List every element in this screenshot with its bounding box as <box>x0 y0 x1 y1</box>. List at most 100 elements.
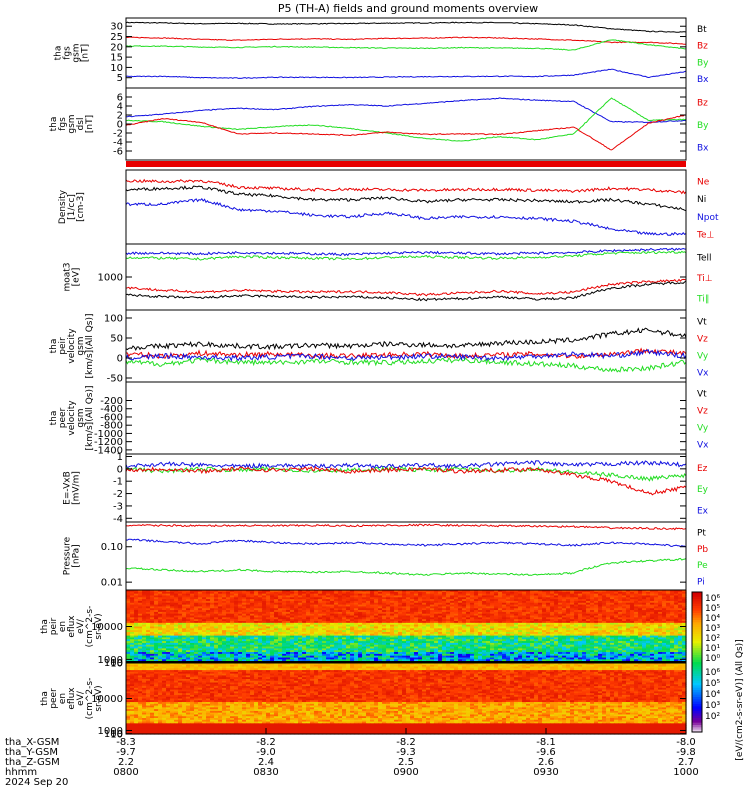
fgs_dsl-ytick-label: -6 <box>113 147 123 158</box>
efield-legend-2: Ex <box>697 506 709 516</box>
fgs_dsl-ylabel-line: fgs <box>58 117 68 131</box>
peer_velocity-ytick-label: -1400 <box>94 445 123 456</box>
panel-peer_velocity: -1400-1200-1000-800-600-400-200 tha peer ve… <box>49 381 709 456</box>
density-series-ne <box>125 178 687 195</box>
peer_eflux-ylabel-line: tha <box>40 691 50 706</box>
density-frame <box>125 169 687 245</box>
x-row-value: -9.3 <box>396 747 416 758</box>
colorbar-tick-label: 10⁴ <box>705 614 720 624</box>
density-ylabel-line: [1/cc] <box>67 194 77 220</box>
x-row-label: tha_Z-GSM <box>5 757 60 768</box>
fgs_dsl-ylabel-line: tha <box>49 117 59 132</box>
peir_velocity-series-vx <box>125 349 687 362</box>
fgs_gsm-series-bz <box>125 36 687 45</box>
peer_eflux-ytick-label: 10000 <box>91 694 123 705</box>
peer_velocity-ytick-label: -400 <box>100 404 123 415</box>
x-row-value: -8.3 <box>116 737 136 748</box>
colorbar-tick-label-lower: 10⁶ <box>705 668 720 678</box>
peir_velocity-ylabel-line: velocity <box>67 328 77 364</box>
fgs_dsl-ytick-label: 0 <box>117 120 123 131</box>
peir_velocity-legend-1: Vz <box>697 334 708 344</box>
fgs_gsm-series-bt <box>125 21 687 33</box>
fgs_dsl-frame <box>125 87 687 161</box>
fgs_gsm-ylabel-line: fgs <box>63 46 73 60</box>
peer_velocity-legend-2: Vy <box>697 424 709 434</box>
peer_velocity-ylabel-line: [km/s](All Qs)] <box>85 385 95 450</box>
x-row-value: -8.2 <box>396 737 416 748</box>
fgs_dsl-legend-1: By <box>697 121 709 131</box>
pressure-ylabel-line: [nPa] <box>72 544 82 567</box>
x-date-label: 2024 Sep 20 <box>5 777 68 788</box>
peir_eflux-ylabel-line: eV/ <box>76 618 86 634</box>
peir_velocity-series-vy <box>125 356 687 373</box>
fgs_dsl-ytick-label: 6 <box>117 93 123 104</box>
density-ylabel-line: [cm-3] <box>76 192 86 222</box>
x-row-value: 2.5 <box>398 757 414 768</box>
x-row-value: 0900 <box>393 767 418 778</box>
peir_eflux-ylabel-line: en <box>58 621 68 632</box>
colorbar-tick-label-lower: 10³ <box>705 701 720 711</box>
x-row-value: -9.6 <box>536 747 556 758</box>
peer_velocity-legend-3: Vx <box>697 441 709 451</box>
density-legend-2: Npot <box>697 213 719 223</box>
density-legend-3: Te⊥ <box>696 230 715 240</box>
peer_eflux-ylabel-line: sr-eV) <box>94 685 104 711</box>
x-row-value: 1000 <box>673 767 698 778</box>
peer_eflux-ylabel-line: en <box>58 693 68 704</box>
density-series-npot <box>125 198 687 236</box>
x-row-value: 0800 <box>113 767 138 778</box>
colorbar-tick-label-lower: 10⁵ <box>705 679 720 689</box>
peer_velocity-ytick-label: -200 <box>100 396 123 407</box>
pressure-legend-2: Pe <box>697 561 708 571</box>
fgs_dsl-legend-2: Bx <box>697 144 709 154</box>
peir_velocity-ytick-label: 100 <box>104 314 123 325</box>
peer_eflux-spectrogram <box>126 663 687 735</box>
temperature-legend-0: Tell <box>696 253 712 263</box>
x-axis: tha_X-GSM -8.3 -8.2 -8.2 -8.1 -8.0 tha_Y-GSM -9… <box>5 728 699 788</box>
peir_velocity-ylabel-line: [km/s](All Qs)] <box>85 313 95 378</box>
pressure-legend-1: Pb <box>697 545 708 555</box>
x-row-value: 0830 <box>253 767 278 778</box>
temperature-ylabel-line: moat3 <box>63 262 73 291</box>
peer_eflux-ytick-label: 100 <box>104 729 123 740</box>
peer_velocity-ylabel-line: tha <box>49 411 59 426</box>
pressure-series-pe <box>125 557 687 576</box>
efield-ytick-label: 0 <box>117 464 123 475</box>
density-series-ni <box>125 185 687 212</box>
temperature-legend-2: Ti∥ <box>696 295 709 305</box>
colorbar-label: [eV/(cm2-s-sr-eV)] (All Qs)] <box>735 639 745 760</box>
efield-ytick-label: 1 <box>117 452 123 463</box>
pressure-series-pt <box>125 523 687 531</box>
peer_velocity-ytick-label: -1200 <box>94 437 123 448</box>
fgs_gsm-legend-1: Bz <box>697 42 708 52</box>
x-row-value: -9.7 <box>116 747 136 758</box>
efield-ylabel-line: [mV/m] <box>72 471 82 505</box>
fgs_gsm-ytick-label: 20 <box>110 42 123 53</box>
temperature-series-ti <box>125 278 687 297</box>
colorbar-tick-label: 10¹ <box>705 644 720 654</box>
peer_eflux-ylabel-line: (cm^2-s- <box>85 678 95 720</box>
peir_velocity-ylabel-line: peir <box>58 337 68 355</box>
efield-ytick-label: -4 <box>113 514 123 525</box>
fgs_dsl-series-bx <box>125 114 687 151</box>
fgs_gsm-legend-0: Bt <box>697 25 707 35</box>
temperature-ylabel-line: [eV] <box>72 268 82 287</box>
fgs_dsl-ytick-label: -4 <box>113 138 123 149</box>
peer_eflux-ytick-label: 10 <box>110 729 123 740</box>
fgs_gsm-ytick-label: 15 <box>110 53 123 64</box>
fgs_gsm-ytick-label: 5 <box>117 73 123 84</box>
peer_velocity-legend-1: Vz <box>697 406 708 416</box>
figure-title: P5 (TH-A) fields and ground moments over… <box>278 2 538 15</box>
x-row-value: -8.2 <box>256 737 276 748</box>
peir_velocity-ytick-label: 0 <box>117 354 123 365</box>
x-row-value: -8.0 <box>676 737 696 748</box>
peer_eflux-ytick-label: 1000 <box>98 726 123 737</box>
efield-series-ez <box>125 459 687 470</box>
peir_eflux-ytick-label: 10 <box>110 658 123 669</box>
fgs_gsm-ylabel-line: [nT] <box>81 44 91 62</box>
peer_velocity-ylabel-line: velocity <box>67 400 77 436</box>
